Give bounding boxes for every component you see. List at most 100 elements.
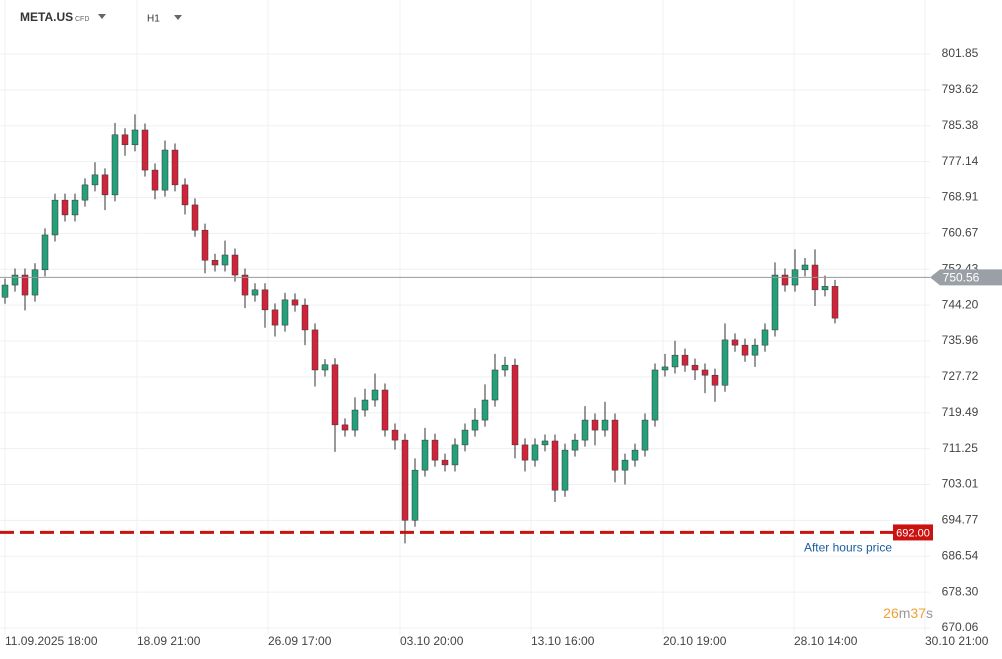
candle-body (181, 184, 189, 206)
y-tick-label: 694.77 (942, 513, 979, 527)
candle-body (561, 449, 569, 491)
candle-body (401, 439, 409, 521)
candle-body (701, 369, 709, 376)
candle-body (641, 419, 649, 451)
x-tick-label: 20.10 19:00 (663, 634, 727, 648)
y-tick-label: 670.06 (942, 620, 979, 634)
candle-body (291, 299, 299, 306)
y-tick-label: 686.54 (942, 548, 979, 562)
candle-body (361, 399, 369, 411)
candle-body (201, 229, 209, 261)
candle-body (71, 199, 79, 216)
candle-body (121, 134, 129, 146)
current-price-label: 750.56 (943, 271, 980, 285)
candle-body (611, 419, 619, 471)
x-tick-label: 30.10 21:00 (925, 634, 989, 648)
countdown-part: s (926, 605, 933, 621)
candle-body (551, 440, 559, 491)
candle-body (111, 134, 119, 196)
candle-body (461, 429, 469, 446)
candle-body (761, 329, 769, 346)
candle-body (11, 274, 19, 286)
candle-body (351, 409, 359, 431)
y-tick-label: 793.62 (942, 82, 979, 96)
candle-body (21, 274, 29, 296)
candle-body (241, 274, 249, 296)
candle-body (621, 459, 629, 471)
x-tick-label: 26.09 17:00 (268, 634, 332, 648)
candle-body (161, 149, 169, 191)
candle-body (651, 369, 659, 421)
candle-body (91, 174, 99, 186)
candle-body (41, 234, 49, 271)
candle-body (411, 469, 419, 521)
candle-body (431, 439, 439, 461)
candle-body (51, 199, 59, 236)
candle-body (751, 344, 759, 356)
countdown-part: 37 (910, 605, 926, 621)
current-price-tag (930, 269, 1002, 286)
candle-body (771, 274, 779, 331)
candle-body (571, 439, 579, 451)
candle-body (781, 274, 789, 286)
candle-body (101, 174, 109, 196)
candle-body (491, 369, 499, 401)
candle-body (601, 419, 609, 431)
y-tick-label: 801.85 (942, 46, 979, 60)
y-tick-label: 744.20 (942, 297, 979, 311)
candle-body (31, 269, 39, 296)
countdown-part: m (899, 605, 911, 621)
candle-body (681, 354, 689, 366)
symbol-dropdown[interactable] (98, 14, 106, 19)
candle-body (371, 389, 379, 401)
timeframe-dropdown[interactable] (174, 15, 182, 20)
candle-body (541, 440, 549, 446)
candle-body (801, 264, 809, 271)
y-tick-label: 678.30 (942, 584, 979, 598)
candle-body (211, 259, 219, 266)
after-hours-text: After hours price (804, 541, 892, 555)
candle-body (331, 364, 339, 426)
x-tick-label: 28.10 14:00 (794, 634, 858, 648)
y-tick-label: 777.14 (942, 154, 979, 168)
candle-body (421, 439, 429, 471)
candle-body (741, 344, 749, 356)
countdown: 26m37s (883, 605, 933, 621)
candle-body (631, 449, 639, 461)
candle-body (261, 289, 269, 311)
candle-body (141, 129, 149, 171)
y-tick-label: 785.38 (942, 118, 979, 132)
candle-body (581, 419, 589, 441)
badge: CFD (75, 16, 89, 23)
symbol[interactable]: META.US (20, 10, 73, 24)
candle-body (191, 204, 199, 231)
y-tick-label: 711.25 (942, 441, 978, 455)
candle-body (311, 329, 319, 371)
candle-body (451, 444, 459, 466)
candle-body (481, 399, 489, 421)
candle-body (231, 254, 239, 276)
x-tick-label: 13.10 16:00 (531, 634, 595, 648)
candle-body (271, 309, 279, 326)
candle-body (521, 444, 529, 461)
candle-body (131, 129, 139, 146)
y-tick-label: 727.72 (942, 369, 979, 383)
candle-body (511, 364, 519, 446)
candle-body (731, 339, 739, 346)
candle-body (391, 429, 399, 441)
candle-body (441, 459, 449, 466)
candle-body (721, 339, 729, 386)
timeframe[interactable]: H1 (147, 14, 160, 25)
candle-body (501, 364, 509, 371)
x-tick-label: 03.10 20:00 (400, 634, 464, 648)
y-tick-label: 768.91 (942, 190, 979, 204)
y-tick-label: 735.96 (942, 333, 979, 347)
candle-body (81, 184, 89, 201)
candle-body (821, 286, 829, 291)
candle-body (281, 299, 289, 326)
y-tick-label: 703.01 (942, 477, 979, 491)
candle-body (171, 149, 179, 186)
x-tick-label: 11.09.2025 18:00 (5, 634, 98, 648)
